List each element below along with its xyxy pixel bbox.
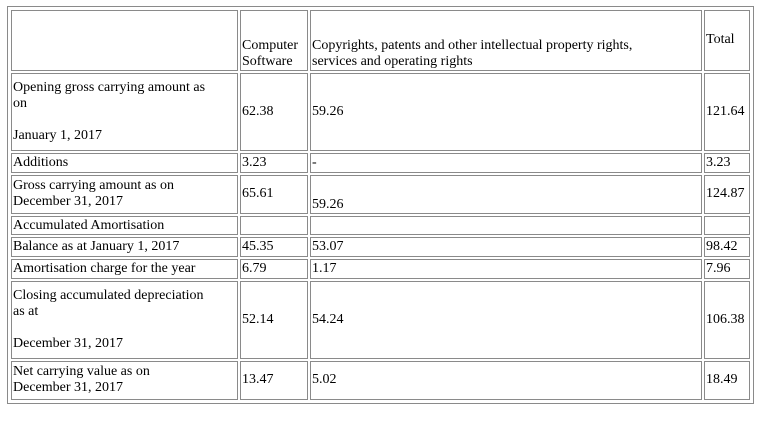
- row-label-opening-gross: Opening gross carrying amount as on Janua…: [11, 72, 238, 152]
- cell-total: [704, 215, 750, 236]
- cell-total: 3.23: [704, 153, 750, 173]
- cell-ip-rights: 54.24: [310, 280, 702, 359]
- row-label-gross-carrying: Gross carrying amount as on December 31, …: [11, 174, 238, 214]
- table-row: Closing accumulated depreciation as at De…: [11, 280, 750, 359]
- table-row: Gross carrying amount as on December 31, …: [11, 174, 750, 214]
- table-row: Opening gross carrying amount as on Janua…: [11, 72, 750, 152]
- cell-software: 52.14: [240, 280, 308, 359]
- cell-ip-rights: 53.07: [310, 237, 702, 257]
- cell-total: 7.96: [704, 258, 750, 279]
- table-row: Accumulated Amortisation: [11, 215, 750, 236]
- row-label-amortisation-charge: Amortisation charge for the year: [11, 258, 238, 279]
- cell-total: 106.38: [704, 280, 750, 359]
- table-row: Net carrying value as on December 31, 201…: [11, 360, 750, 400]
- cell-ip-rights: 59.26: [310, 72, 702, 152]
- cell-software: 62.38: [240, 72, 308, 152]
- table-row: Amortisation charge for the year 6.79 1.…: [11, 258, 750, 279]
- intangible-assets-table-wrapper: Computer Software Copyrights, patents and…: [7, 6, 754, 404]
- cell-total: 98.42: [704, 237, 750, 257]
- header-ip-rights: Copyrights, patents and other intellectu…: [310, 10, 702, 71]
- cell-total: 18.49: [704, 360, 750, 400]
- header-computer-software: Computer Software: [240, 10, 308, 71]
- table-row: Additions 3.23 - 3.23: [11, 153, 750, 173]
- header-blank-cell: [11, 10, 238, 71]
- cell-software: [240, 215, 308, 236]
- row-label-accumulated-amortisation: Accumulated Amortisation: [11, 215, 238, 236]
- cell-ip-rights: 59.26: [310, 174, 702, 214]
- cell-ip-rights: 1.17: [310, 258, 702, 279]
- cell-software: 65.61: [240, 174, 308, 214]
- row-label-additions: Additions: [11, 153, 238, 173]
- cell-total: 124.87: [704, 174, 750, 214]
- header-total: Total: [704, 10, 750, 71]
- table-row: Balance as at January 1, 2017 45.35 53.0…: [11, 237, 750, 257]
- intangible-assets-table: Computer Software Copyrights, patents and…: [9, 8, 752, 402]
- row-label-balance-jan: Balance as at January 1, 2017: [11, 237, 238, 257]
- cell-ip-rights: [310, 215, 702, 236]
- cell-software: 6.79: [240, 258, 308, 279]
- table-header-row: Computer Software Copyrights, patents and…: [11, 10, 750, 71]
- cell-ip-rights: -: [310, 153, 702, 173]
- cell-ip-rights: 5.02: [310, 360, 702, 400]
- row-label-closing-accumulated: Closing accumulated depreciation as at De…: [11, 280, 238, 359]
- cell-software: 13.47: [240, 360, 308, 400]
- row-label-net-carrying: Net carrying value as on December 31, 201…: [11, 360, 238, 400]
- cell-software: 3.23: [240, 153, 308, 173]
- cell-software: 45.35: [240, 237, 308, 257]
- cell-total: 121.64: [704, 72, 750, 152]
